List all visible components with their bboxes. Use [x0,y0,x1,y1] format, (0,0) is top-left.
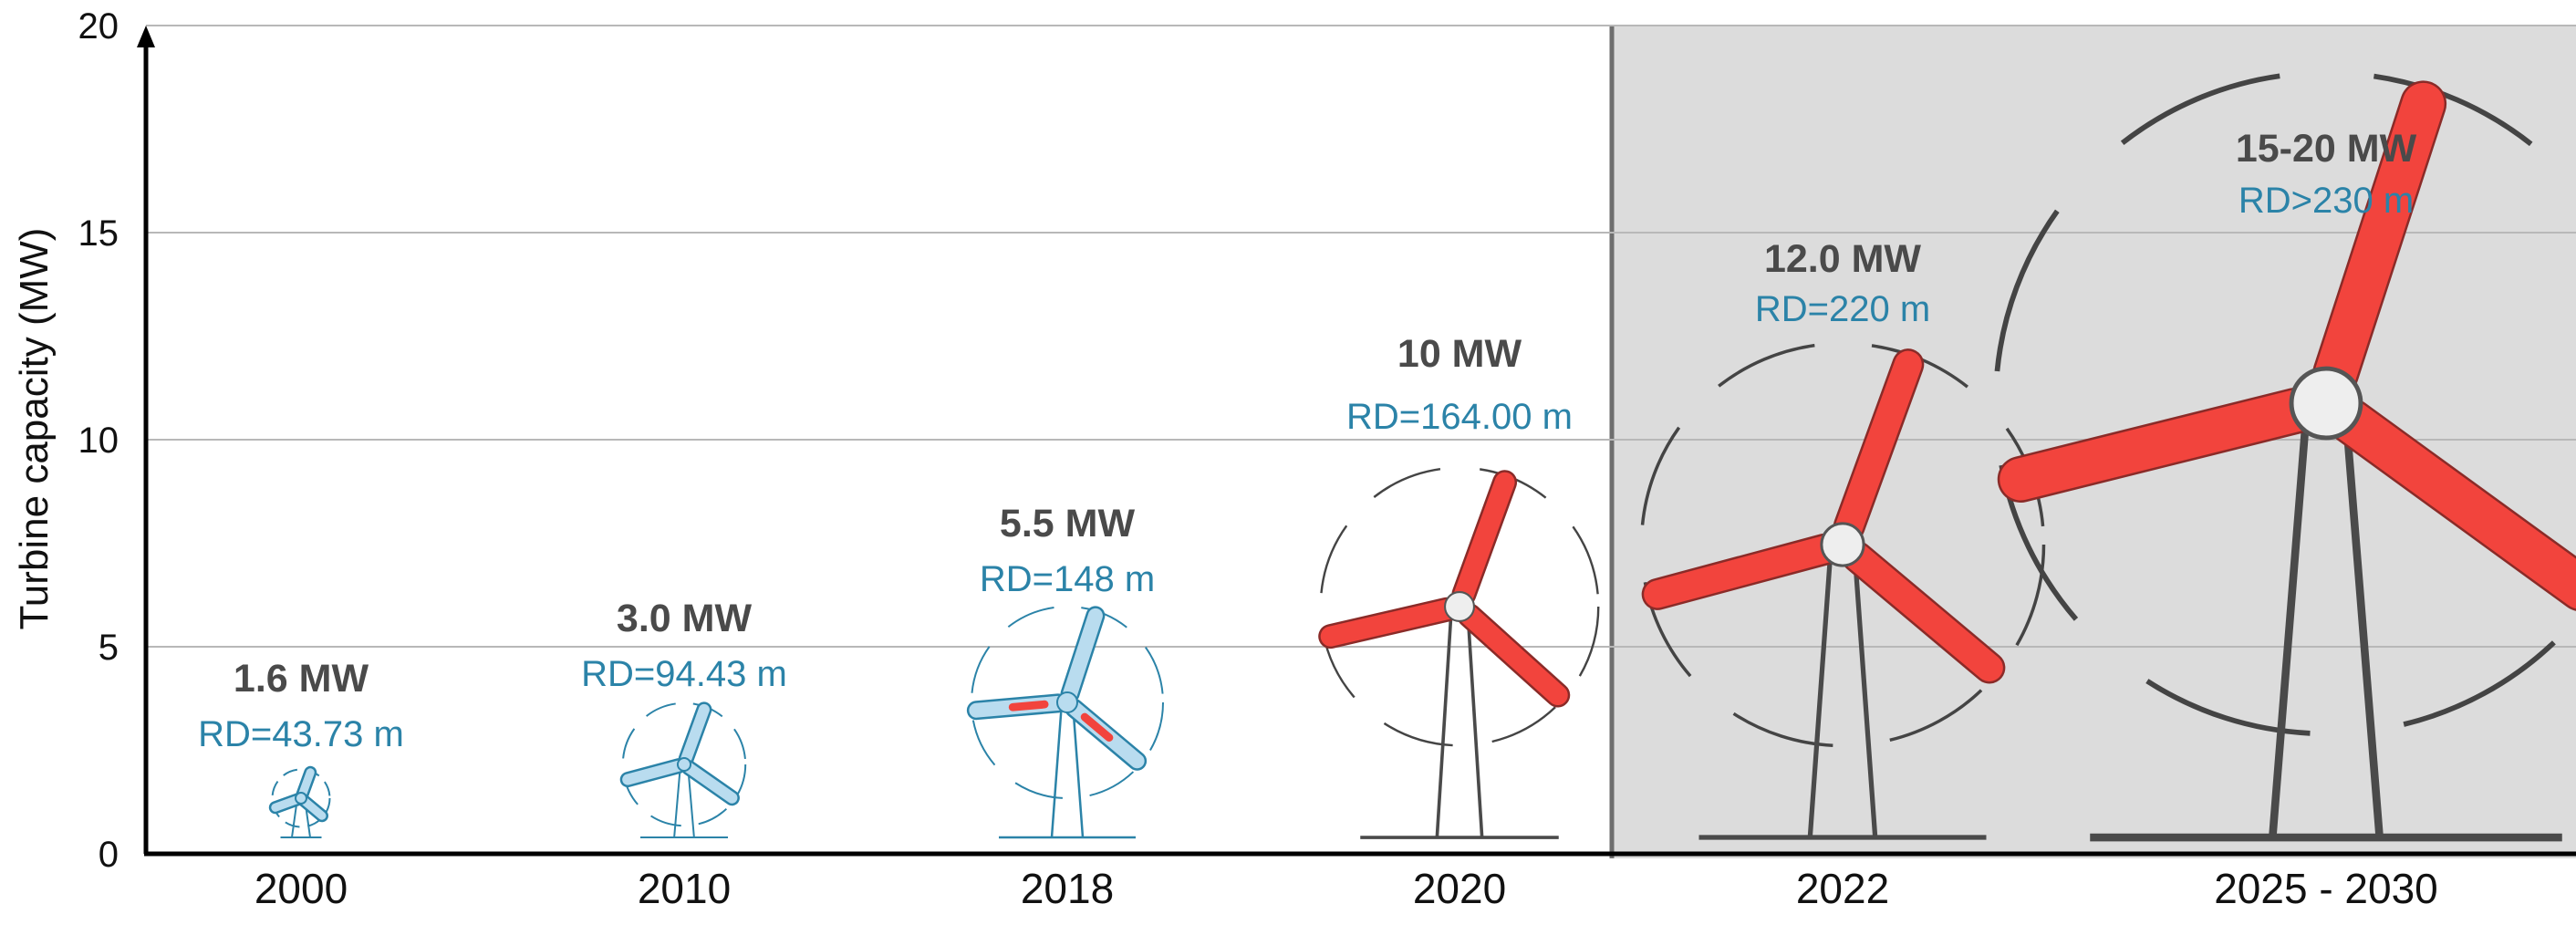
y-tick-labels: 0 5 10 15 20 [78,6,119,875]
rotor-diameter-label-2025 - 2030: RD>230 m [2238,181,2414,221]
turbine-hub [1057,692,1077,712]
y-tick-label-20: 20 [78,6,119,47]
blade-2 [689,768,732,798]
capacity-label-2010: 3.0 MW [617,597,753,640]
blade-2 [1470,616,1558,695]
capacity-label-2020: 10 MW [1397,332,1522,376]
x-tick-labels: 2000 2010 2018 2020 2022 2025 - 2030 [254,865,2438,912]
turbine-2000 [273,770,330,838]
y-tick-label-10: 10 [78,421,119,461]
y-tick-label-0: 0 [99,835,119,875]
capacity-label-2025 - 2030: 15-20 MW [2236,127,2417,171]
x-tick-label-4: 2022 [1796,865,1889,912]
x-tick-label-2: 2018 [1021,865,1114,912]
turbine-hub [296,793,306,804]
y-tick-label-5: 5 [99,628,119,668]
turbine-2020 [1321,468,1599,837]
rotor-diameter-label-2018: RD=148 m [980,559,1155,599]
x-tick-label-3: 2020 [1413,865,1506,912]
rotor-diameter-label-2010: RD=94.43 m [581,654,787,694]
turbine-hub [1822,524,1864,566]
blade-highlight [1013,704,1044,707]
capacity-label-2000: 1.6 MW [234,657,369,701]
y-axis-label: Turbine capacity (MW) [12,228,57,630]
x-tick-label-0: 2000 [254,865,348,912]
turbine-hub [2291,369,2361,438]
rotor-diameter-label-2020: RD=164.00 m [1346,397,1573,437]
blade-3 [1331,609,1447,636]
turbine-hub [1445,592,1474,621]
y-axis-arrow [137,26,155,47]
rotor-diameter-label-2000: RD=43.73 m [198,714,404,754]
rotor-diameter-label-2022: RD=220 m [1755,289,1930,329]
turbine-2010 [623,703,745,837]
capacity-label-2022: 12.0 MW [1764,237,1921,281]
blade-3 [628,766,679,780]
capacity-label-2018: 5.5 MW [1000,502,1136,545]
turbine-hub [678,758,691,771]
x-tick-label-1: 2010 [638,865,731,912]
turbine-tower [1437,607,1481,837]
turbine-2018 [971,607,1163,837]
blade-1 [1464,483,1505,595]
y-tick-label-15: 15 [78,213,119,254]
x-tick-label-5: 2025 - 2030 [2214,865,2438,912]
